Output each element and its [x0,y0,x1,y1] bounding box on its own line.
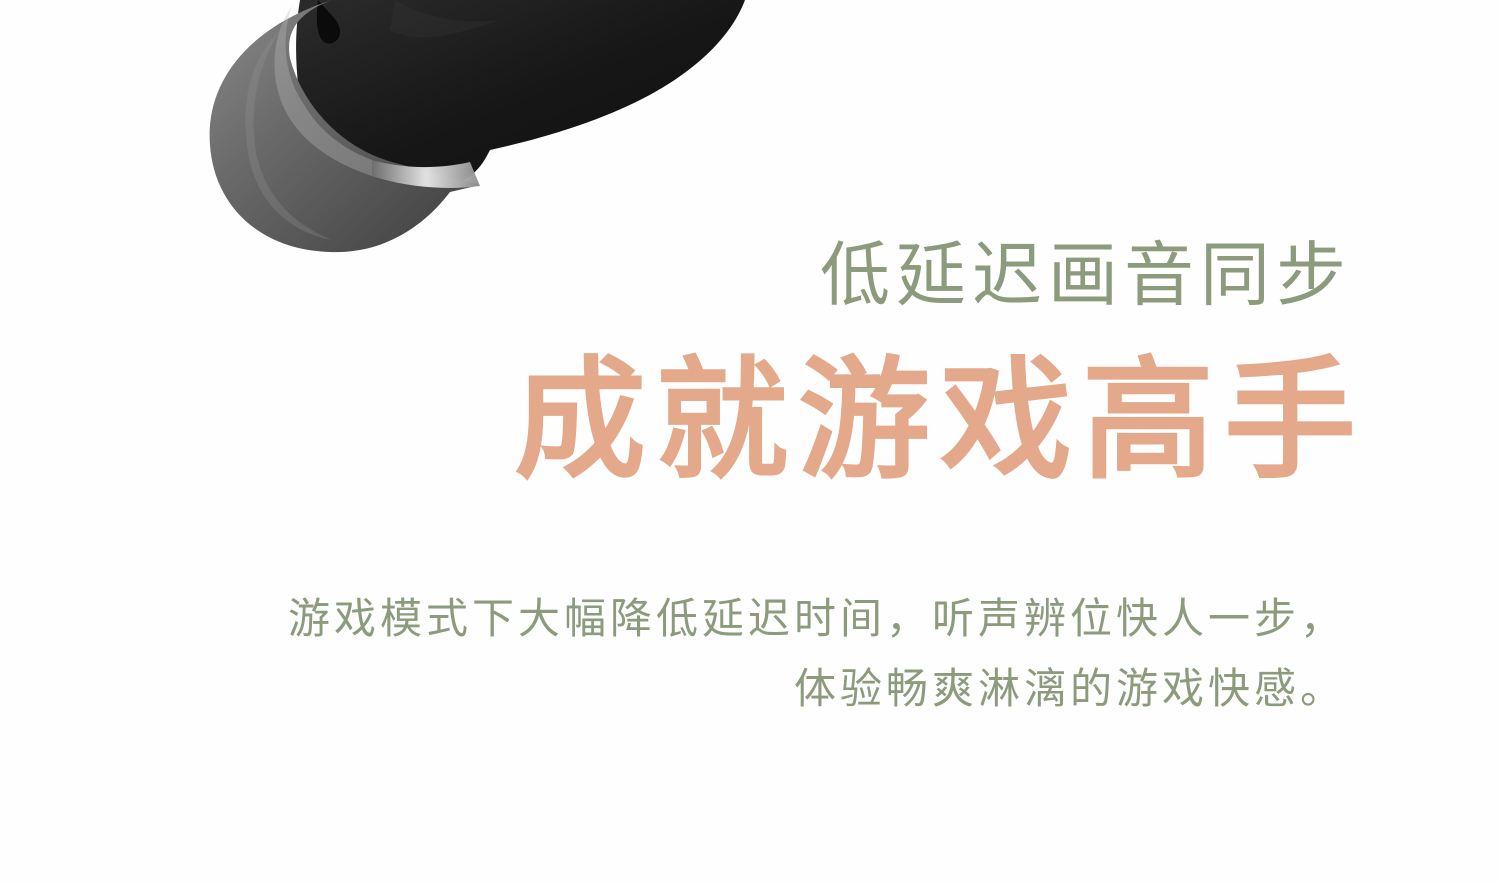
feature-subtitle: 低延迟画音同步 [820,234,1352,316]
description-line-2: 体验畅爽淋漓的游戏快感。 [793,664,1346,713]
earbud-body [296,0,745,185]
feature-headline: 成就游戏高手 [514,344,1366,498]
earbud-image [209,0,745,253]
earbud-ring [274,6,480,188]
description-line-1: 游戏模式下大幅降低延迟时间，听声辨位快人一步， [287,594,1346,643]
earbud-tip [209,0,480,253]
